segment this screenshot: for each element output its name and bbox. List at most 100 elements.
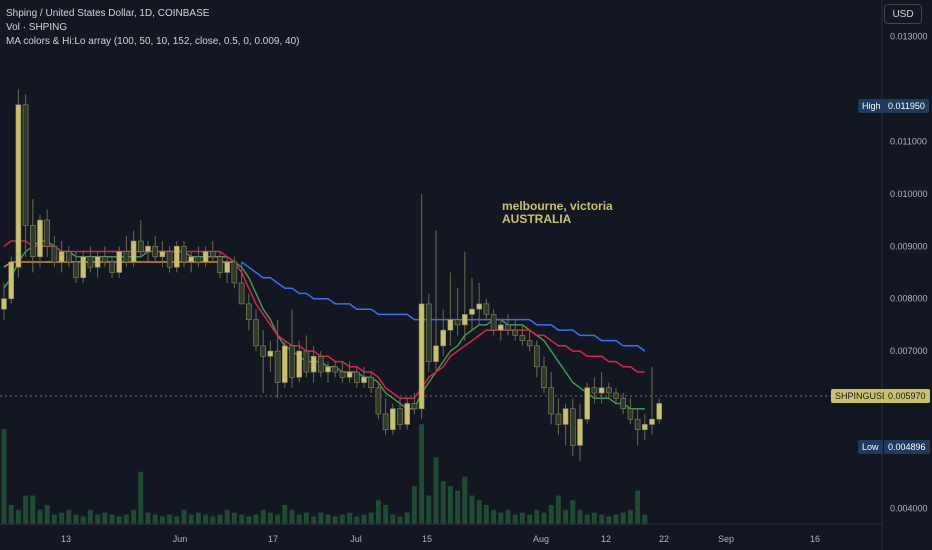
time-axis[interactable]: 13 Jun 17 Jul 15 Aug 12 22 Sep 16 <box>61 534 820 544</box>
candle-layer <box>1 89 663 462</box>
candle-body <box>562 408 569 425</box>
volume-bar <box>469 495 475 524</box>
volume-bar <box>397 516 403 524</box>
time-tick-label: 16 <box>810 534 820 544</box>
candle <box>555 398 562 435</box>
volume-bar <box>102 512 108 524</box>
candle <box>296 340 303 383</box>
candle-body <box>526 340 533 347</box>
candle-body <box>346 371 353 378</box>
ma-indicator-label[interactable]: MA colors & Hi:Lo array (100, 50, 10, 15… <box>6 36 300 47</box>
candle-body <box>375 387 382 415</box>
candle-body <box>634 418 641 430</box>
candle <box>440 309 447 357</box>
volume-bar <box>440 481 446 524</box>
annotation-line-1: melbourne, victoria <box>502 199 613 213</box>
volume-bar <box>231 512 237 524</box>
candle-body <box>591 387 598 394</box>
candle <box>526 330 533 352</box>
candle <box>102 246 108 268</box>
candle-body <box>447 319 454 331</box>
candle <box>353 366 360 388</box>
volume-indicator-label[interactable]: Vol · SHPING <box>6 22 68 33</box>
volume-bar <box>138 471 144 524</box>
candle <box>22 94 29 257</box>
candle <box>58 241 65 273</box>
candle-body <box>411 403 418 410</box>
volume-bar <box>642 514 648 524</box>
candle-body <box>296 350 303 378</box>
volume-bar <box>51 514 57 524</box>
candle <box>116 246 122 278</box>
candle <box>519 324 526 346</box>
candle-body <box>224 261 230 273</box>
volume-bar <box>426 495 432 524</box>
volume-bar <box>491 509 497 524</box>
candle <box>274 319 281 399</box>
volume-bar <box>224 509 230 524</box>
price-axis[interactable]: 0.013000 0.011000 0.010000 0.009000 0.008000… <box>890 32 928 514</box>
candle-body <box>505 324 511 331</box>
candle-body <box>246 303 252 320</box>
time-tick-label: 12 <box>601 534 611 544</box>
candle <box>613 387 619 404</box>
candle <box>418 193 425 420</box>
candle <box>577 403 583 462</box>
candle-body <box>73 261 79 279</box>
volume-bar <box>368 512 374 524</box>
candle <box>512 319 519 341</box>
candle-body <box>116 251 122 273</box>
volume-bar <box>462 476 468 524</box>
candle-body <box>260 345 267 357</box>
volume-bar <box>95 514 101 524</box>
volume-bar <box>591 512 597 524</box>
volume-bar <box>123 514 129 524</box>
volume-bar <box>599 514 605 524</box>
volume-bar <box>620 512 626 524</box>
volume-bar <box>419 424 425 524</box>
candle <box>497 319 504 341</box>
candle-body <box>440 329 447 347</box>
candle-body <box>454 319 461 326</box>
volume-bar <box>289 509 295 524</box>
candle <box>411 393 418 414</box>
candle-body <box>584 387 591 420</box>
candle <box>591 377 598 404</box>
candle <box>281 340 288 388</box>
candle <box>87 246 94 273</box>
candle <box>490 309 497 336</box>
candle-body <box>188 256 194 263</box>
candle-body <box>303 350 310 373</box>
candle <box>548 372 555 425</box>
price-tick-label: 0.007000 <box>890 346 928 356</box>
candle <box>231 256 238 289</box>
volume-bar <box>527 514 533 524</box>
candle-body <box>102 256 108 263</box>
candle-body <box>382 413 389 430</box>
candle <box>174 241 180 273</box>
candle-body <box>58 251 65 263</box>
volume-bar <box>152 514 158 524</box>
volume-bar <box>282 505 288 524</box>
candle <box>461 251 468 341</box>
candle <box>620 393 627 414</box>
volume-bar <box>404 512 410 524</box>
low-label: Low <box>858 440 883 454</box>
candle <box>433 230 439 373</box>
volume-bar <box>476 500 482 524</box>
volume-bar <box>563 509 569 524</box>
candle <box>649 366 655 435</box>
candle <box>310 345 317 383</box>
currency-button[interactable]: USD <box>884 4 922 24</box>
volume-bar <box>87 509 93 524</box>
symbol-title[interactable]: Shping / United States Dollar, 1D, COINB… <box>6 8 210 19</box>
candle-body <box>569 408 576 446</box>
candle <box>210 241 216 262</box>
candle <box>339 361 346 383</box>
candle <box>375 382 382 420</box>
candle-body <box>166 251 173 268</box>
volume-bar <box>203 514 209 524</box>
candle-body <box>174 245 180 268</box>
candle <box>404 398 411 430</box>
